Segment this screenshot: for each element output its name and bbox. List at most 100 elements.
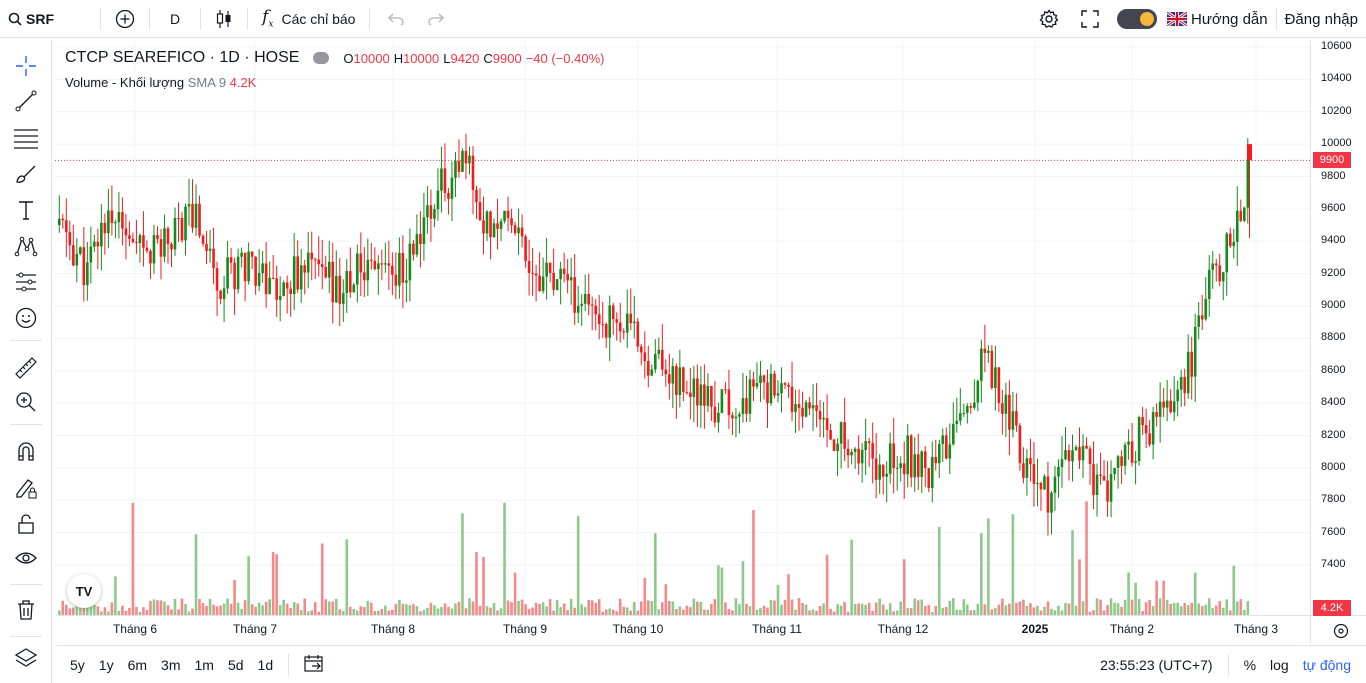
redo-icon xyxy=(428,13,445,25)
candle-body xyxy=(548,262,552,273)
volume-bar xyxy=(769,599,773,615)
lock-drawings-tool[interactable] xyxy=(10,472,42,504)
candle-body xyxy=(429,205,433,219)
candle-body xyxy=(850,451,853,456)
volume-bar xyxy=(166,605,170,615)
candle-body xyxy=(1064,450,1067,460)
measure-tool[interactable] xyxy=(10,352,42,384)
interval-button[interactable]: D xyxy=(170,10,181,27)
volume-bar xyxy=(443,603,447,615)
fib-tool[interactable] xyxy=(10,122,42,154)
guide-label: Hướng dẫn xyxy=(1191,10,1268,28)
range-5y[interactable]: 5y xyxy=(70,656,85,673)
candle-body xyxy=(657,349,661,355)
volume-bar xyxy=(471,601,475,615)
volume-bar xyxy=(1039,610,1043,615)
candle-body xyxy=(843,422,846,449)
volume-bar xyxy=(853,603,857,615)
volume-bar xyxy=(468,598,471,615)
volume-bar xyxy=(1137,599,1141,615)
settings-button[interactable] xyxy=(1029,0,1069,38)
candle-body xyxy=(345,271,349,294)
candle-body xyxy=(566,274,569,281)
volume-bar xyxy=(994,608,997,615)
pattern-tool[interactable] xyxy=(10,230,42,262)
volume-bar xyxy=(464,608,468,615)
lock-tool[interactable] xyxy=(10,508,42,540)
volume-bar xyxy=(738,604,741,615)
redo-button[interactable] xyxy=(416,0,456,38)
emoji-tool[interactable] xyxy=(10,302,42,334)
range-5d[interactable]: 5d xyxy=(227,656,244,673)
candle-body xyxy=(524,236,527,261)
goto-date-button[interactable] xyxy=(297,654,331,675)
price-tick: 8200 xyxy=(1321,428,1346,441)
volume-bar xyxy=(895,610,899,615)
time-tick: Tháng 7 xyxy=(232,622,278,636)
login-button[interactable]: Đăng nhập xyxy=(1284,10,1358,28)
goto-settings-icon[interactable] xyxy=(1333,623,1349,639)
candle-body xyxy=(1060,459,1064,467)
volume-bar xyxy=(387,610,391,615)
theme-toggle[interactable] xyxy=(1111,0,1163,38)
log-toggle[interactable]: log xyxy=(1270,657,1289,673)
volume-bar xyxy=(604,609,608,615)
range-3m[interactable]: 3m xyxy=(161,656,181,673)
delete-tool[interactable] xyxy=(10,594,42,626)
volume-bar xyxy=(594,602,597,615)
volume-value: 4.2K xyxy=(229,75,257,90)
volume-bar xyxy=(1211,607,1215,615)
volume-bar xyxy=(292,602,296,615)
volume-bar xyxy=(867,602,871,615)
magnet-tool[interactable] xyxy=(10,436,42,468)
candle-body xyxy=(804,402,808,417)
compare-button[interactable] xyxy=(107,0,143,38)
candle-body xyxy=(590,304,594,306)
candle-body xyxy=(580,303,583,306)
candle-body xyxy=(233,262,236,290)
volume-bar xyxy=(685,605,689,615)
candle-body xyxy=(531,272,534,274)
auto-scale-toggle[interactable]: tự động xyxy=(1302,657,1351,673)
volume-bar xyxy=(398,599,401,615)
tradingview-logo[interactable]: TV xyxy=(67,574,101,608)
prediction-tool[interactable] xyxy=(10,266,42,298)
price-change: −40 (−0.40%) xyxy=(525,50,605,66)
crosshair-tool[interactable] xyxy=(10,50,42,82)
candle-body xyxy=(801,407,804,417)
candle-body xyxy=(170,244,173,250)
trendline-tool[interactable] xyxy=(10,85,42,117)
volume-bar xyxy=(1074,605,1078,615)
volume-bar xyxy=(590,600,594,615)
volume-bar xyxy=(734,598,738,615)
text-tool[interactable] xyxy=(10,194,42,226)
indicators-button[interactable]: fx Các chỉ báo xyxy=(254,0,363,38)
candle-body xyxy=(299,265,303,290)
price-tick: 8800 xyxy=(1321,331,1346,344)
range-1d[interactable]: 1d xyxy=(257,656,274,673)
chart-pane[interactable]: CTCP SEAREFICO · 1D · HOSE O10000 H10000… xyxy=(55,40,1366,644)
undo-button[interactable] xyxy=(376,0,416,38)
candle-body xyxy=(1144,425,1148,434)
candle-body xyxy=(419,234,422,244)
legend-toggle[interactable] xyxy=(313,52,330,64)
clock-display[interactable]: 23:55:23 (UTC+7) xyxy=(1100,657,1213,673)
volume-bar xyxy=(934,605,938,615)
range-6m[interactable]: 6m xyxy=(127,656,148,673)
volume-bar xyxy=(310,610,314,615)
range-1y[interactable]: 1y xyxy=(98,656,114,673)
percent-toggle[interactable]: % xyxy=(1243,657,1257,673)
symbol-search[interactable]: SRF xyxy=(0,0,62,38)
price-chart[interactable] xyxy=(55,40,1366,644)
volume-bar xyxy=(408,605,412,615)
visibility-tool[interactable] xyxy=(10,542,42,574)
range-1m[interactable]: 1m xyxy=(194,656,214,673)
object-tree-tool[interactable] xyxy=(10,642,42,674)
guide-link[interactable]: Hướng dẫn xyxy=(1163,0,1274,38)
zoom-tool[interactable] xyxy=(10,386,42,418)
chart-type-button[interactable] xyxy=(207,0,241,38)
candle-body xyxy=(135,242,138,244)
fullscreen-button[interactable] xyxy=(1069,0,1111,38)
brush-tool[interactable] xyxy=(10,158,42,190)
